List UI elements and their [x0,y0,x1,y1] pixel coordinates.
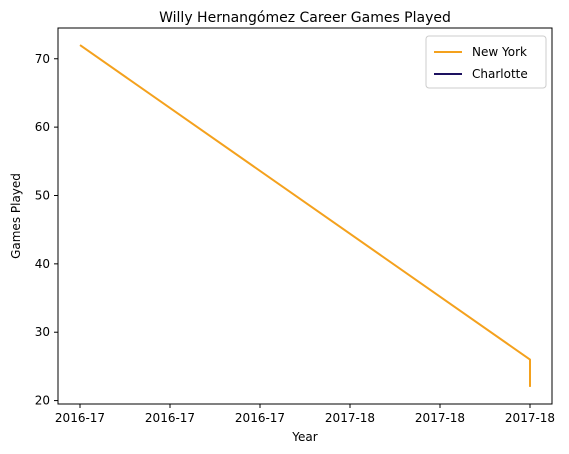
legend-label: Charlotte [472,67,528,81]
series-lines [79,44,531,387]
x-axis-label: Year [291,430,317,444]
x-tick-label: 2016-17 [145,411,195,425]
y-tick-label: 60 [35,120,50,134]
y-tick-label: 30 [35,325,50,339]
y-tick-label: 20 [35,394,50,408]
y-tick-label: 70 [35,52,50,66]
x-tick-label: 2016-17 [55,411,105,425]
x-tick-label: 2017-18 [505,411,555,425]
legend-label: New York [472,45,527,59]
series-line-new-york [79,44,531,387]
y-tick-label: 50 [35,188,50,202]
chart-title: Willy Hernangómez Career Games Played [159,10,451,26]
x-tick-label: 2017-18 [415,411,465,425]
legend: New York Charlotte [425,35,547,89]
x-tick-label: 2016-17 [235,411,285,425]
x-axis: 2016-17 2016-17 2016-17 2017-18 2017-18 2017-… [55,404,555,425]
x-tick-label: 2017-18 [325,411,375,425]
plot-area-frame [57,27,553,405]
y-axis: 20 30 40 50 60 70 [35,52,58,408]
y-axis-label: Games Played [9,173,23,259]
y-tick-label: 40 [35,257,50,271]
